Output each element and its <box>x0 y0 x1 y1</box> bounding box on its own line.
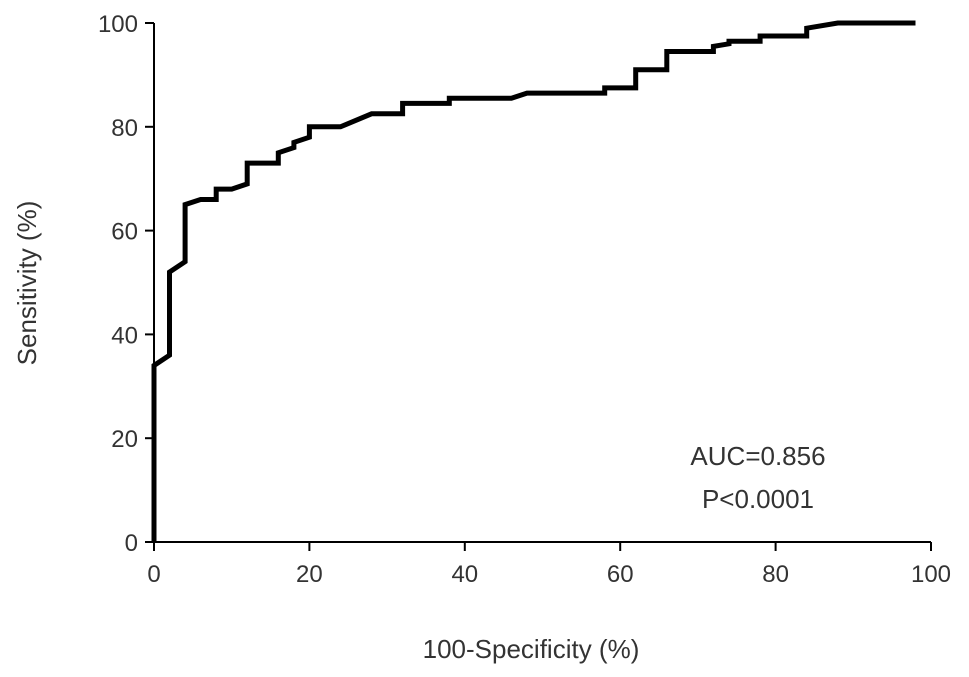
x-tick-label: 0 <box>147 561 160 588</box>
y-tick-label: 20 <box>111 426 138 453</box>
x-tick-label: 20 <box>296 561 323 588</box>
roc-curve <box>151 20 916 542</box>
x-tick-label: 60 <box>607 561 634 588</box>
x-tick-label: 100 <box>911 561 951 588</box>
p-value-annotation: P<0.0001 <box>702 484 814 514</box>
y-tick-label: 60 <box>111 219 138 246</box>
x-tick-label: 40 <box>451 561 478 588</box>
y-tick-label: 0 <box>125 530 138 557</box>
ticks: 0 20 40 60 80 100 0 20 40 60 80 100 <box>98 11 951 588</box>
auc-annotation: AUC=0.856 <box>690 441 825 471</box>
y-axis-title: Sensitivity (%) <box>12 201 42 366</box>
x-axis-title: 100-Specificity (%) <box>423 634 640 664</box>
y-tick-label: 100 <box>98 11 138 38</box>
y-tick-label: 80 <box>111 115 138 142</box>
x-tick-label: 80 <box>762 561 789 588</box>
y-tick-label: 40 <box>111 322 138 349</box>
series-layer <box>151 20 916 542</box>
